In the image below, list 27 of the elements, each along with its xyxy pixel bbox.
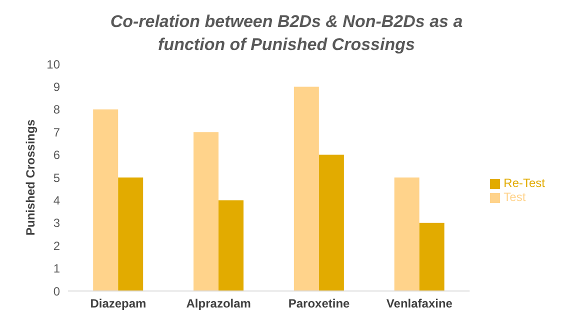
y-tick-label: 8 bbox=[53, 102, 60, 117]
legend-label: Re-Test bbox=[504, 176, 545, 190]
bar bbox=[318, 154, 344, 291]
y-tick-label: 4 bbox=[53, 193, 60, 208]
y-tick-label: 3 bbox=[53, 216, 60, 230]
bar bbox=[294, 86, 319, 291]
x-tick-label: Paroxetine bbox=[288, 296, 350, 311]
y-axis-title: Punished Crossings bbox=[23, 119, 38, 236]
y-tick-label: 0 bbox=[53, 284, 60, 298]
legend-label: Test bbox=[504, 190, 526, 204]
bar bbox=[93, 109, 118, 291]
bar bbox=[419, 222, 444, 291]
chart-title: Co-relation between B2Ds & Non-B2Ds as a function of Punished Crossings bbox=[109, 11, 464, 56]
y-tick-label: 10 bbox=[46, 57, 60, 72]
bar bbox=[194, 132, 219, 291]
x-tick-label: Diazepam bbox=[90, 296, 146, 311]
bar bbox=[394, 178, 420, 291]
y-tick-label: 7 bbox=[53, 125, 60, 140]
y-tick-label: 6 bbox=[53, 148, 60, 162]
y-tick-label: 2 bbox=[53, 238, 60, 253]
bar bbox=[218, 200, 244, 291]
y-tick-label: 9 bbox=[53, 80, 60, 94]
y-tick-label: 5 bbox=[53, 170, 60, 185]
bar bbox=[118, 178, 144, 291]
x-tick-label: Venlafaxine bbox=[386, 296, 453, 311]
y-tick-label: 1 bbox=[53, 262, 60, 276]
x-tick-label: Alprazolam bbox=[186, 296, 251, 311]
